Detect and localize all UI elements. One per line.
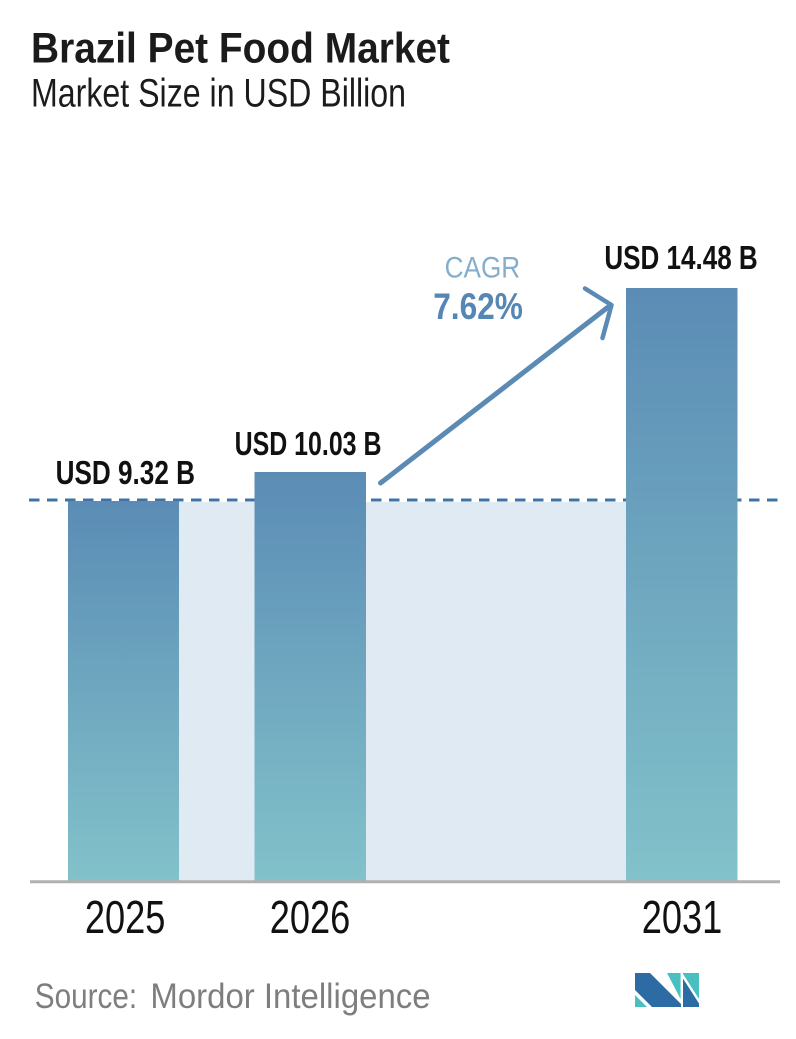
svg-text:Market Size in USD Billion: Market Size in USD Billion [31, 71, 406, 115]
svg-text:2025: 2025 [85, 891, 165, 943]
svg-text:Mordor Intelligence: Mordor Intelligence [150, 977, 430, 1016]
svg-text:USD 9.32 B: USD 9.32 B [56, 454, 195, 491]
svg-text:Source:: Source: [35, 977, 137, 1016]
svg-text:2026: 2026 [270, 891, 351, 943]
svg-text:USD 14.48 B: USD 14.48 B [604, 239, 757, 276]
svg-text:CAGR: CAGR [445, 251, 521, 284]
svg-text:7.62%: 7.62% [433, 286, 523, 327]
svg-text:USD 10.03 B: USD 10.03 B [235, 425, 382, 462]
svg-text:Brazil Pet Food Market: Brazil Pet Food Market [31, 25, 450, 73]
svg-text:2031: 2031 [642, 891, 723, 943]
